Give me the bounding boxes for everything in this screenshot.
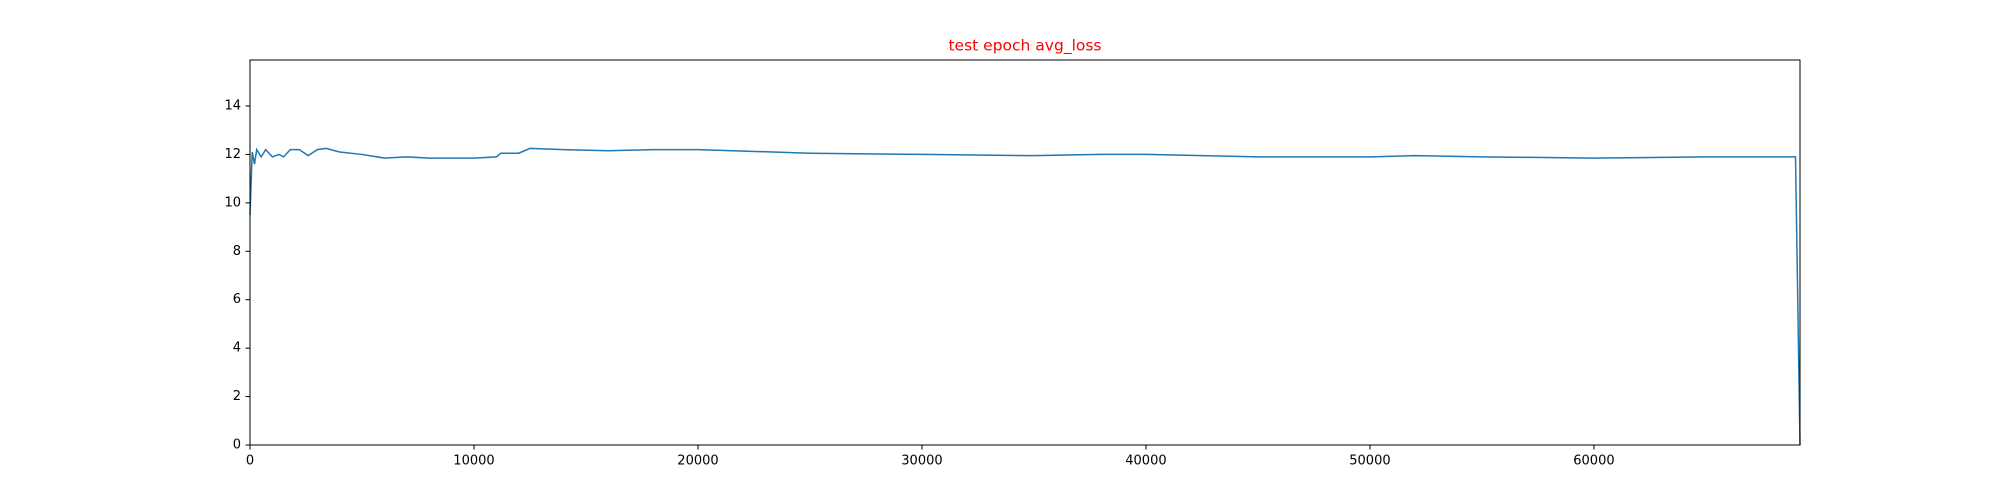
y-tick-label: 12: [224, 147, 241, 162]
y-tick-label: 2: [233, 389, 241, 404]
plot-frame: [249, 59, 1801, 446]
x-tick-label: 30000: [901, 454, 942, 469]
x-tick-label: 20000: [677, 454, 718, 469]
x-tick-label: 40000: [1125, 454, 1166, 469]
data-line: [249, 147, 1801, 446]
y-tick-label: 6: [233, 292, 241, 307]
y-tick-label: 4: [233, 341, 241, 356]
y-tick-label: 8: [233, 244, 241, 259]
y-tick-label: 14: [224, 99, 241, 114]
y-tick-label: 0: [233, 438, 241, 453]
x-tick-label: 50000: [1349, 454, 1390, 469]
x-tick-label: 60000: [1573, 454, 1614, 469]
x-tick-label: 0: [246, 454, 254, 469]
y-tick-label: 10: [224, 195, 241, 210]
chart-title: test epoch avg_loss: [948, 37, 1101, 56]
x-tick-label: 10000: [453, 454, 494, 469]
